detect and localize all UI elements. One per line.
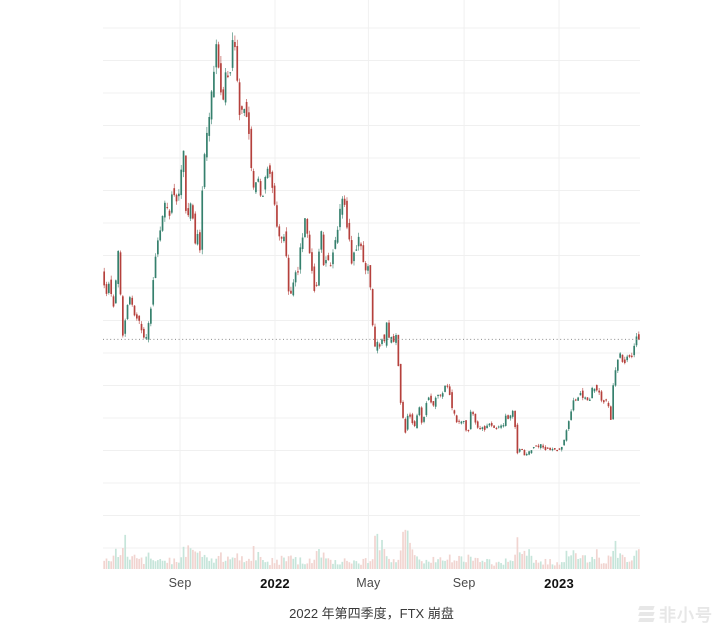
watermark: 非小号 [638, 601, 713, 626]
x-tick-label: 2022 [260, 576, 290, 591]
x-tick-label: 2023 [544, 576, 574, 591]
x-tick-label: Sep [168, 576, 192, 590]
watermark-text: 非小号 [659, 606, 713, 625]
feixiaohao-logo-icon [638, 605, 655, 622]
x-tick-label: Sep [452, 576, 476, 590]
x-tick-label: May [356, 576, 381, 590]
chart-caption: 2022 年第四季度，FTX 崩盘 [289, 606, 454, 621]
